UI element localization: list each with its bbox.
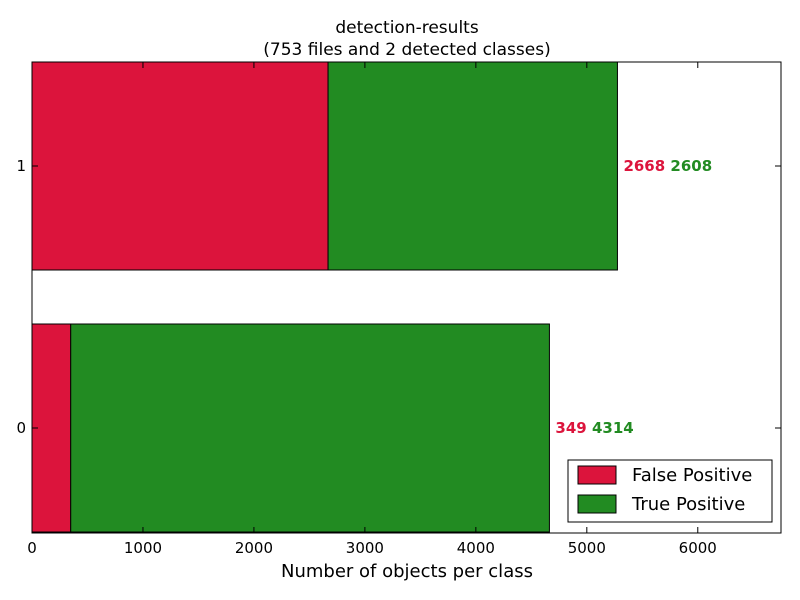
chart-title: detection-results bbox=[335, 18, 479, 38]
y-tick-label-1: 1 bbox=[16, 157, 26, 175]
data-label-false-positive-class-1: 2668 bbox=[623, 157, 665, 175]
legend: False Positive True Positive bbox=[567, 459, 773, 523]
bar-false-positive-class-1 bbox=[31, 61, 329, 271]
data-label-class-1: 2668 2608 bbox=[623, 157, 712, 175]
legend-swatch-false-positive bbox=[577, 465, 617, 485]
bar-false-positive-class-0 bbox=[31, 323, 72, 533]
data-label-class-0: 349 4314 bbox=[555, 419, 633, 437]
chart-subtitle: (753 files and 2 detected classes) bbox=[263, 40, 550, 60]
data-label-false-positive-class-0: 349 bbox=[555, 419, 586, 437]
x-tick-label-6000: 6000 bbox=[679, 539, 717, 557]
x-tick-label-4000: 4000 bbox=[457, 539, 495, 557]
bar-true-positive-class-1 bbox=[327, 61, 618, 271]
bars-group bbox=[31, 61, 618, 533]
x-tick-label-1000: 1000 bbox=[124, 539, 162, 557]
data-label-true-positive-class-1: 2608 bbox=[665, 157, 712, 175]
legend-label-false-positive: False Positive bbox=[632, 465, 752, 486]
bar-true-positive-class-0 bbox=[70, 323, 550, 533]
y-tick-label-0: 0 bbox=[16, 419, 26, 437]
y-ticks-group: 01 bbox=[16, 157, 781, 437]
x-tick-label-3000: 3000 bbox=[346, 539, 384, 557]
x-tick-label-0: 0 bbox=[27, 539, 37, 557]
data-labels-group: 349 4314 2668 2608 bbox=[555, 157, 712, 437]
x-tick-label-2000: 2000 bbox=[235, 539, 273, 557]
x-axis-label: Number of objects per class bbox=[281, 561, 533, 582]
x-tick-label-5000: 5000 bbox=[568, 539, 606, 557]
legend-label-true-positive: True Positive bbox=[631, 494, 745, 515]
legend-swatch-true-positive bbox=[577, 494, 617, 514]
data-label-true-positive-class-0: 4314 bbox=[587, 419, 634, 437]
x-ticks-group: 0 1000 2000 3000 4000 5000 6000 bbox=[27, 62, 717, 557]
plot-frame bbox=[31, 61, 782, 534]
